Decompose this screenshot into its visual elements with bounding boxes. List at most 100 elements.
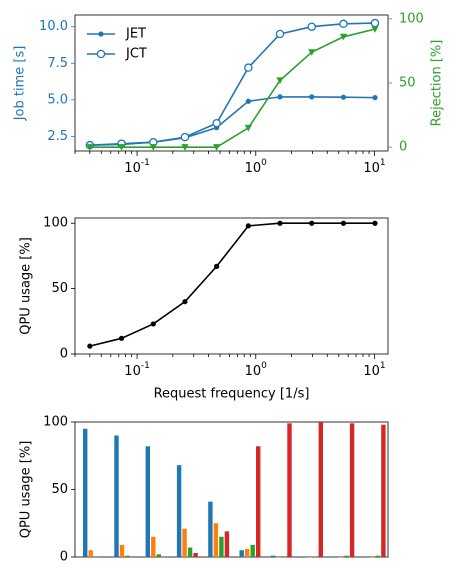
panel1-data-point	[307, 22, 316, 31]
panel2-x-axis-label: Request frequency [1/s]	[154, 387, 310, 402]
panel1-y2-tick-label: 50	[399, 76, 416, 91]
panel2-y-tick-label: 50	[51, 281, 68, 296]
panel3-bar	[370, 557, 375, 558]
panel2-frame	[74, 217, 389, 355]
panel1-data-point	[371, 26, 379, 33]
panel3-bar	[349, 423, 355, 557]
panel1-data-point	[117, 144, 126, 151]
panel3-y-axis-label: QPU usage [%]	[19, 441, 34, 539]
panel2-data-point	[214, 263, 220, 269]
panel2-data-point	[309, 220, 315, 226]
panel3-bar	[213, 523, 219, 557]
panel1-data-point	[309, 94, 315, 100]
panel1-data-point	[372, 95, 378, 101]
panel3-y-tick-label: 0	[60, 550, 68, 565]
panel3-bar	[176, 465, 182, 557]
panel3-bar	[276, 557, 281, 558]
panel1-data-point	[308, 49, 316, 56]
panel2-data-point	[372, 220, 378, 226]
panel3-bar	[381, 424, 386, 557]
panel1-data-point	[339, 19, 348, 29]
panel1-y-axis-label: Job time [s]	[13, 46, 28, 122]
legend-label-jct: JCT	[125, 47, 147, 62]
panel3-y-tick-label: 50	[51, 482, 68, 497]
panel1-data-point	[149, 144, 157, 151]
panel1-y-tick-label: 10.0	[39, 19, 68, 34]
panel3-bar	[270, 555, 276, 557]
panel1-y2-axis-label: Rejection [%]	[430, 40, 445, 127]
panel2-data-point	[87, 343, 93, 349]
panel1-data-point	[86, 144, 94, 151]
panel1-data-point	[180, 132, 190, 142]
panel3-bar	[94, 557, 99, 558]
panel1-y2-tick-label: 100	[399, 11, 424, 26]
panel3-bar	[364, 557, 370, 558]
panel3-bar	[375, 555, 381, 557]
panel2-data-point	[277, 220, 283, 226]
panel2-y-axis-label: QPU usage [%]	[19, 237, 34, 335]
panel1-series-line-2	[89, 28, 376, 148]
legend-marker-jct	[96, 49, 106, 59]
panel1-x-tick-label: 100	[245, 158, 268, 176]
panel3-bar	[256, 446, 261, 557]
panel2-data-point	[150, 321, 156, 327]
panel3-bar	[187, 547, 193, 557]
panel2-data-point	[340, 220, 347, 226]
panel2-data-point	[118, 335, 125, 341]
panel1-data-point	[245, 98, 251, 104]
panel1-data-point	[276, 77, 284, 85]
panel3-bar	[182, 528, 187, 557]
panel3-bar	[114, 435, 119, 557]
panel1-data-point	[244, 63, 253, 72]
panel2-y-tick-label: 100	[43, 216, 68, 231]
panel3-bar	[125, 555, 130, 557]
panel2-x-tick-label: 101	[363, 361, 385, 379]
panel3-bar	[162, 557, 167, 558]
panel1-data-point	[277, 94, 283, 100]
panel1-data-point	[340, 94, 347, 100]
panel1-data-point	[212, 118, 221, 128]
panel3-bar	[193, 552, 198, 557]
panel2-x-tick-label: 100	[245, 361, 268, 379]
panel3-bar	[88, 550, 93, 557]
panel3-bar	[208, 501, 213, 557]
panel1-data-point	[339, 33, 348, 41]
panel3-bar	[83, 428, 88, 557]
panel2-x-tick-label: 10-1	[124, 361, 150, 379]
panel2-data-point	[182, 299, 188, 305]
panel3-bar	[224, 531, 230, 557]
panel3-y-tick-label: 100	[43, 415, 68, 430]
panel1-data-point	[181, 144, 189, 151]
panel1-data-point	[370, 18, 380, 28]
panel3-bar	[250, 544, 255, 557]
panel3-bar	[130, 557, 136, 558]
panel1-x-tick-label: 101	[363, 158, 385, 176]
panel-job-time: 2.5 5.0 7.5 10.0 0 50 100 10-1 100 101 Job time [s…	[13, 11, 445, 175]
panel1-y-tick-label: 5.0	[47, 92, 68, 107]
legend-marker-jet	[98, 31, 104, 37]
panel1-y2-tick-label: 0	[399, 140, 407, 155]
panel-qpu-usage-line: 0 50 100 10-1 100 101 QPU usage [%] Request fre…	[19, 216, 389, 402]
panel1-data-point	[275, 29, 285, 39]
panel2-data-point	[245, 223, 251, 229]
panel3-bar	[145, 446, 150, 557]
legend-label-jet: JET	[125, 27, 146, 42]
panel3-bar	[307, 557, 312, 558]
panel3-bar	[333, 557, 338, 558]
panel1-series-line-1	[89, 22, 376, 146]
panel3-bar	[239, 550, 244, 557]
panel3-bar	[119, 544, 125, 557]
panel2-y-tick-label: 0	[60, 347, 68, 362]
panel1-data-point	[213, 144, 221, 151]
panel-qpu-usage-bars: 0 50 100 QPU usage [%]	[19, 415, 389, 565]
panel3-bar	[156, 554, 161, 557]
panel3-bar	[344, 555, 349, 557]
panel1-y-tick-label: 2.5	[47, 129, 68, 144]
panel3-bar	[338, 557, 344, 558]
panel3-bar	[318, 422, 323, 557]
panel3-bar	[287, 423, 292, 557]
panel3-bar	[219, 536, 224, 557]
panel3-bar	[245, 548, 250, 557]
